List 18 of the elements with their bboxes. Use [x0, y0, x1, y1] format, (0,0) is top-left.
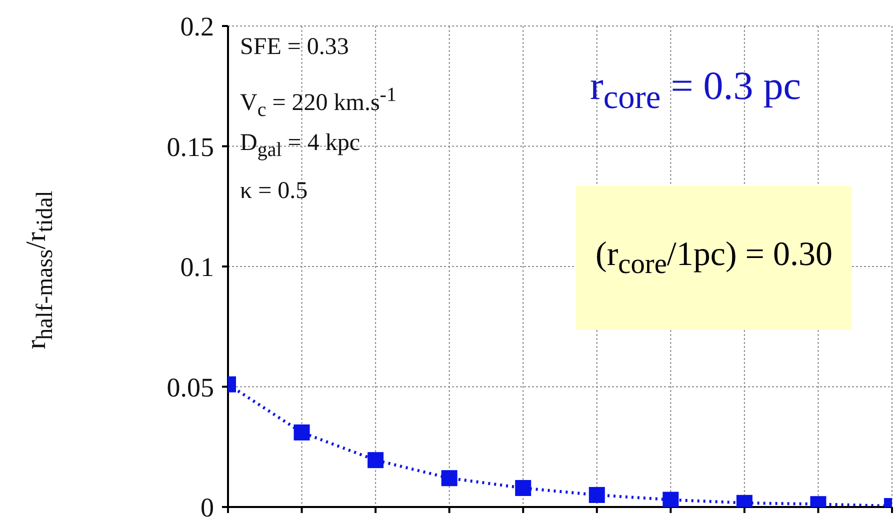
annotation: SFE = 0.33 [240, 33, 349, 62]
point [588, 486, 605, 503]
point [294, 424, 310, 440]
annotation: (r$_{core}$/1pc) = 0.30 [596, 236, 832, 280]
y-tick-label: 0.05 [166, 372, 214, 402]
annotation: r$_{core}$ = 0.3 pc [590, 62, 801, 117]
point [515, 480, 532, 496]
annotation: V$_{c}$ = 220 km.s$^{-1}$ [240, 83, 396, 123]
point [368, 452, 384, 468]
annotation: D$_{gal}$ = 4 kpc [240, 129, 360, 163]
point [662, 492, 679, 507]
y-tick-label: 0.15 [166, 132, 214, 162]
y-tick-label: 0.2 [180, 12, 214, 42]
note-box: (r$_{core}$/1pc) = 0.30 [576, 186, 852, 330]
point [441, 470, 458, 486]
y-tick-label: 0.1 [180, 252, 214, 282]
annotation: κ = 0.5 [240, 177, 308, 206]
y-tick-label: 0 [200, 492, 214, 523]
